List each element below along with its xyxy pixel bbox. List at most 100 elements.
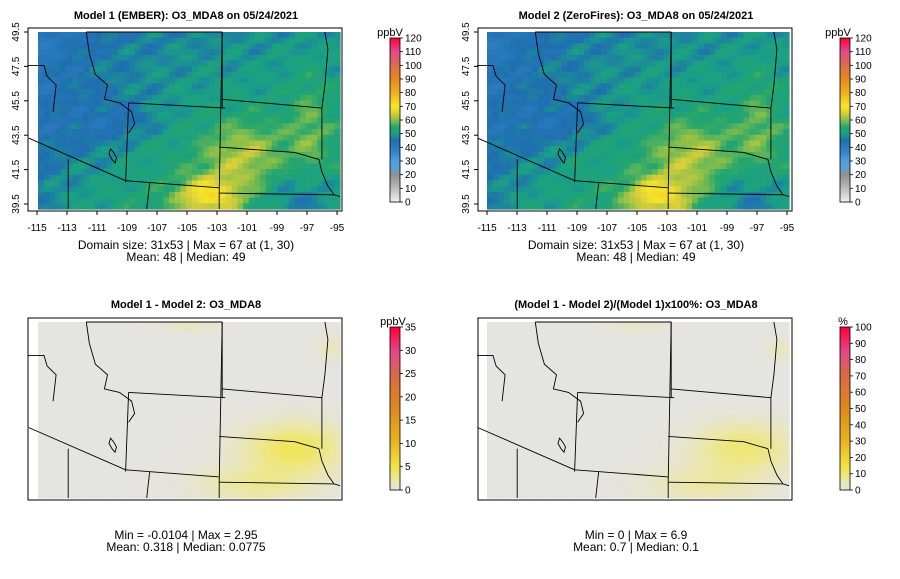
grid-cell [60,163,68,170]
grid-cell [231,66,239,73]
grid-cell [180,169,187,176]
grid-cell [118,322,125,328]
grid-cell [174,180,182,187]
grid-cell [254,129,261,136]
grid-cell [334,106,341,113]
grid-cell [299,326,306,333]
grid-cell [191,54,199,62]
grid-cell [663,111,670,119]
grid-cell [589,134,596,142]
grid-cell [726,83,733,90]
colorbar-tick-label: 80 [855,88,867,99]
grid-cell [174,71,182,79]
grid-cell [629,186,636,193]
grid-cell [249,385,256,392]
grid-cell [93,390,99,396]
grid-cell [237,163,244,170]
grid-cell [561,66,568,73]
grid-cell [640,71,648,79]
grid-cell [304,434,311,440]
grid-cell [204,326,210,333]
grid-cell [300,117,307,124]
grid-cell [53,424,59,431]
grid-cell [657,169,665,176]
grid-cell [128,405,135,411]
grid-cell [299,322,306,328]
grid-cell [260,203,267,210]
grid-cell [66,37,73,45]
grid-cell [264,375,271,382]
grid-cell [248,32,256,39]
grid-cell [657,43,665,50]
grid-cell [669,123,676,130]
grid-cell [203,32,210,39]
grid-cell [63,390,69,396]
grid-cell [680,49,688,56]
grid-cell [214,395,220,401]
grid-cell [237,134,244,142]
colorbar-tick-label: 110 [855,47,871,58]
grid-cell [163,140,170,147]
grid-cell [309,326,316,333]
grid-cell [311,129,318,136]
grid-cell [103,380,110,387]
grid-cell [305,66,313,73]
grid-cell [720,71,727,79]
grid-cell [692,174,699,182]
grid-cell [229,390,235,396]
grid-cell [49,174,56,182]
grid-cell [777,77,784,84]
grid-cell [319,346,326,352]
grid-cell [153,356,160,362]
grid-cell [309,439,316,445]
grid-cell [492,66,499,73]
grid-cell [43,197,50,204]
grid-cell [148,444,155,450]
grid-cell [219,405,225,411]
grid-cell [732,134,739,142]
grid-cell [249,380,256,387]
grid-cell [220,191,227,199]
grid-cell [543,83,551,90]
grid-cell [635,117,642,124]
grid-cell [93,444,99,450]
grid-cell [680,77,688,84]
grid-cell [129,106,136,113]
grid-cell [578,60,585,67]
grid-cell [98,322,105,328]
grid-cell [777,49,784,56]
grid-cell [204,424,210,431]
grid-cell [151,134,159,142]
grid-cell [612,174,619,182]
grid-cell [151,146,159,153]
grid-cell [328,163,335,170]
grid-cell [311,89,318,96]
grid-cell [279,341,286,348]
grid-cell [504,180,511,187]
grid-cell [324,356,331,362]
grid-cell [271,191,278,199]
colorbar-tick-label: 50 [405,129,417,140]
grid-cell [63,370,69,377]
grid-cell [83,439,89,445]
grid-cell [60,71,68,79]
grid-cell [191,94,199,102]
grid-cell [197,180,204,187]
grid-cell [783,106,790,113]
grid-cell [72,117,79,124]
grid-cell [100,129,107,136]
grid-cell [487,54,494,62]
colorbar-tick-label: 30 [405,157,417,168]
grid-cell [88,434,94,440]
grid-cell [640,180,648,187]
idaho-montana-border [534,31,585,134]
grid-cell [168,341,175,348]
grid-cell [78,375,84,382]
grid-cell [43,37,50,45]
grid-cell [646,60,653,67]
grid-cell [692,111,699,119]
grid-cell [204,322,210,328]
grid-cell [289,419,296,426]
grid-cell [239,410,245,416]
grid-cell [83,375,89,382]
